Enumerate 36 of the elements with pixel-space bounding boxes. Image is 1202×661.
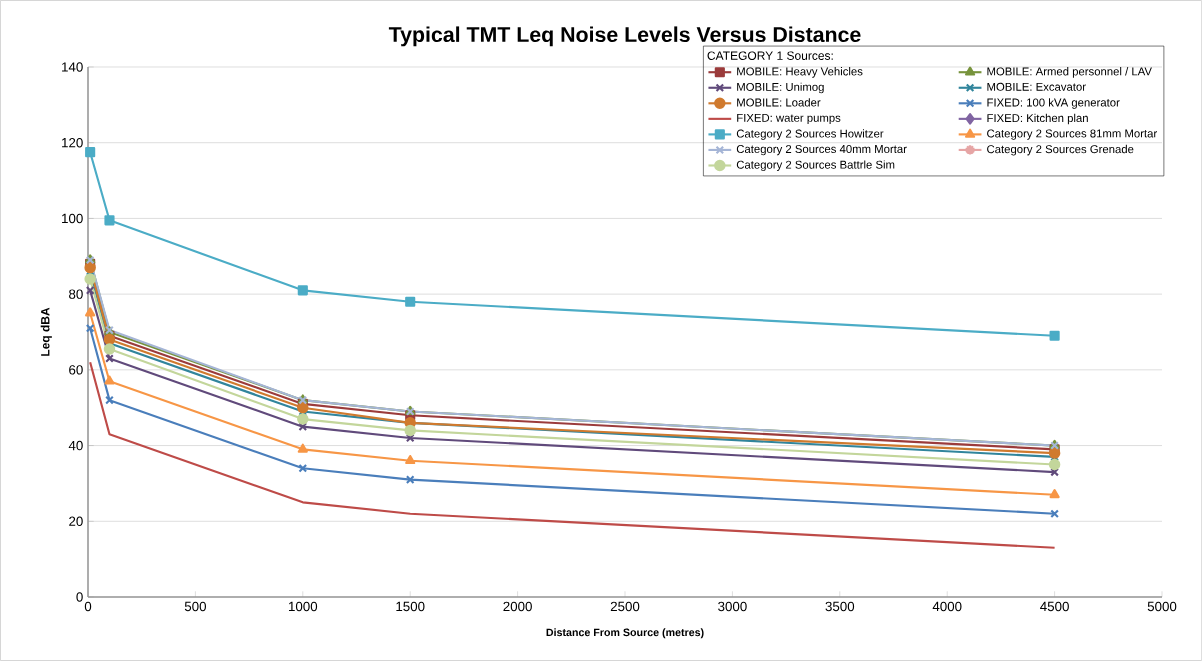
- x-tick-label: 1000: [289, 601, 318, 612]
- x-tick-label: 3000: [718, 601, 747, 612]
- legend-label: Category 2 Sources 40mm Mortar: [736, 145, 907, 156]
- legend-label: FIXED: Kitchen plan: [987, 113, 1088, 125]
- x-tick-label: 2000: [503, 601, 532, 612]
- legend-label: Category 2 Sources Grenade: [987, 144, 1134, 156]
- legend-label: MOBILE: Loader: [737, 98, 821, 107]
- legend-label: Category 2 Sources 81mm Mortar: [987, 129, 1157, 140]
- legend-title: CATEGORY 1 Sources:: [707, 51, 833, 60]
- y-tick-label: 120: [62, 138, 83, 148]
- legend-label: Category 2 Sources Howitzer: [736, 129, 884, 140]
- y-tick-label: 60: [69, 365, 83, 375]
- y-tick-label: 80: [69, 289, 83, 299]
- chart-title: Typical TMT Leq Noise Levels Versus Distance: [388, 26, 861, 47]
- x-tick-label: 4500: [1040, 601, 1069, 612]
- y-tick-label: 140: [62, 62, 83, 72]
- x-tick-label: 500: [184, 601, 207, 612]
- x-tick-label: 0: [84, 601, 92, 612]
- y-tick-label: 20: [69, 516, 83, 526]
- y-tick-label: 0: [76, 592, 83, 602]
- x-tick-label: 2500: [610, 601, 640, 612]
- x-tick-label: 5000: [1147, 601, 1177, 612]
- legend-label: MOBILE: Unimog: [737, 82, 824, 94]
- legend-label: MOBILE: Armed personnel / LAV: [987, 67, 1152, 78]
- legend-label: FIXED: water pumps: [737, 113, 841, 125]
- legend-label: Category 2 Sources Battrle Sim: [736, 160, 895, 171]
- legend-label: FIXED: 100 kVA generator: [987, 98, 1120, 109]
- x-axis-title: Distance From Source (metres): [546, 628, 704, 639]
- x-tick-label: 4000: [932, 601, 962, 612]
- y-tick-label: 100: [62, 213, 83, 224]
- y-tick-label: 40: [68, 440, 83, 451]
- y-axis-title: Leq dBA: [40, 307, 52, 356]
- legend-label: MOBILE: Excavator: [987, 82, 1086, 91]
- legend-label: MOBILE: Heavy Vehicles: [737, 67, 863, 78]
- x-tick-label: 1500: [396, 601, 425, 612]
- x-tick-label: 3500: [825, 601, 855, 612]
